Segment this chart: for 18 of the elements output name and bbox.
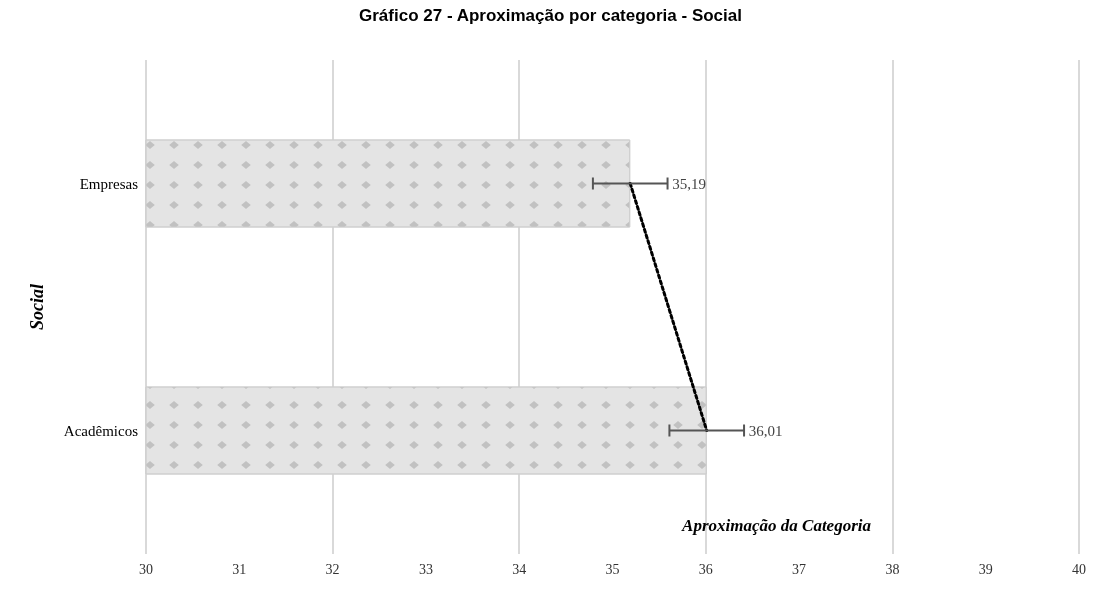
x-tick-label: 37 [792, 561, 807, 577]
y-axis-title: Social [27, 283, 47, 331]
chart-title: Gráfico 27 - Aproximação por categoria - Social [359, 6, 742, 25]
x-tick-label: 38 [885, 561, 900, 577]
x-tick-label: 31 [232, 561, 247, 577]
x-tick-label: 39 [978, 561, 993, 577]
x-tick-label: 30 [139, 561, 153, 577]
x-tick-label: 32 [325, 561, 340, 577]
data-label: 36,01 [748, 422, 783, 439]
x-tick-label: 34 [512, 561, 527, 577]
x-axis-title: Aproximação da Categoria [681, 516, 872, 535]
x-tick-label: 40 [1072, 561, 1086, 577]
x-tick-label: 33 [418, 561, 433, 577]
y-tick-label: Acadêmicos [63, 422, 139, 439]
data-label: 35,19 [672, 175, 706, 192]
x-tick-label: 35 [605, 561, 620, 577]
y-tick-label: Empresas [79, 175, 139, 192]
x-tick-label: 36 [698, 561, 713, 577]
